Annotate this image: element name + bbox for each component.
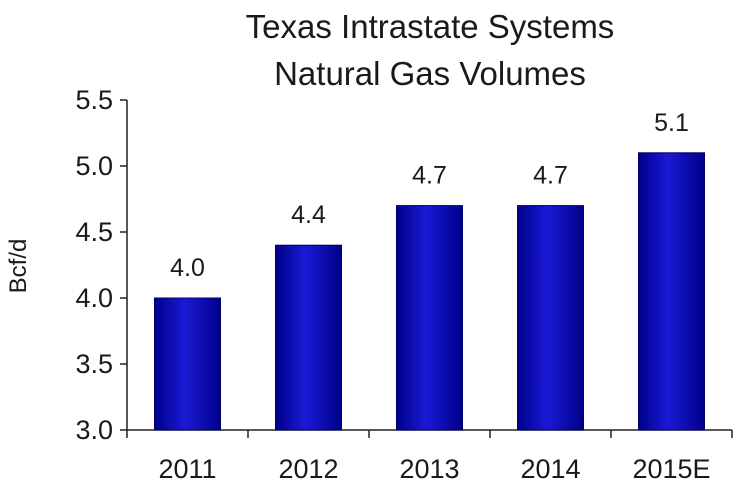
- data-label: 4.7: [533, 162, 568, 190]
- y-tick-label: 4.0: [75, 283, 113, 313]
- data-label: 5.1: [654, 109, 689, 137]
- y-tick-label: 4.5: [75, 217, 113, 247]
- x-tick-label: 2011: [158, 454, 216, 484]
- data-label: 4.0: [170, 254, 205, 282]
- y-tick-label: 5.5: [75, 85, 113, 115]
- x-tick-label: 2015E: [632, 454, 710, 484]
- chart-title-line-2: Natural Gas Volumes: [274, 55, 586, 92]
- y-tick-label: 3.0: [75, 415, 113, 445]
- x-tick-label: 2014: [520, 454, 580, 484]
- bar: [275, 244, 342, 431]
- chart-title-line-1: Texas Intrastate Systems: [246, 8, 615, 45]
- bar: [517, 205, 584, 431]
- x-tick-label: 2012: [278, 454, 338, 484]
- bar: [638, 152, 705, 431]
- bar: [396, 205, 463, 431]
- y-tick-label: 5.0: [75, 151, 113, 181]
- data-label: 4.7: [412, 162, 447, 190]
- x-tick-label: 2013: [399, 454, 459, 484]
- y-axis-title: Bcf/d: [5, 239, 32, 294]
- y-tick-label: 3.5: [75, 349, 113, 379]
- data-label: 4.4: [291, 201, 326, 229]
- plot-area: 3.0 3.5 4.0 4.5 5.0 5.5 4.0 2011 4.4 2012 4.7 2013 4…: [75, 85, 733, 484]
- bar: [154, 297, 221, 431]
